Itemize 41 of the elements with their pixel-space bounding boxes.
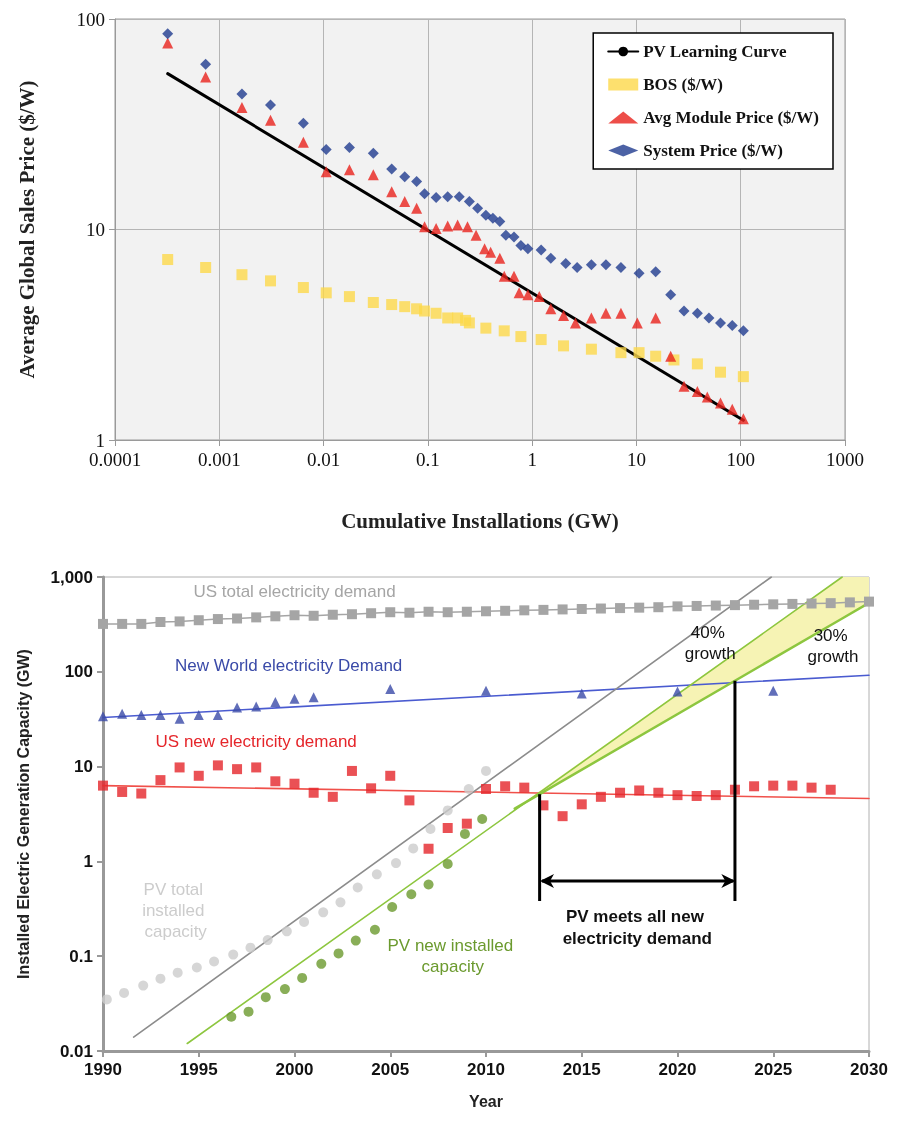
y-tick-label: 100 bbox=[76, 8, 105, 30]
x-tick-label: 2025 bbox=[754, 1060, 793, 1079]
y-tick-label: 1 bbox=[95, 429, 105, 451]
legend-label: Avg Module Price ($/W) bbox=[643, 108, 819, 127]
x-tick-label: 2030 bbox=[850, 1060, 888, 1079]
legend-label: BOS ($/W) bbox=[643, 75, 724, 94]
x-tick-label: 0.0001 bbox=[88, 449, 142, 470]
annotation: PV meets all new electricity demand bbox=[562, 906, 712, 948]
series-label: PV new installed capacity bbox=[387, 935, 518, 976]
y-tick-label: 100 bbox=[64, 662, 93, 682]
x-tick-label: 0.001 bbox=[197, 449, 241, 470]
series-label: 40% growth bbox=[684, 623, 736, 663]
y-axis-title: Installed Electric Generation Capacity (GW) bbox=[14, 649, 32, 979]
x-tick-label: 2010 bbox=[467, 1060, 505, 1079]
y-tick-label: 10 bbox=[74, 757, 93, 777]
x-axis-title: Year bbox=[469, 1092, 503, 1110]
x-tick-label: 2005 bbox=[371, 1060, 410, 1079]
x-tick-label: 1 bbox=[527, 449, 537, 470]
y-tick-label: 10 bbox=[86, 219, 105, 240]
x-tick-label: 1000 bbox=[826, 449, 864, 470]
series-label: New World electricity Demand bbox=[174, 655, 403, 675]
y-tick-label: 1 bbox=[83, 851, 93, 871]
series-label: 30% growth bbox=[807, 625, 859, 666]
y-tick-label: 0.01 bbox=[59, 1041, 93, 1061]
y-axis-title: Average Global Sales Price ($/W) bbox=[14, 80, 39, 379]
x-tick-label: 2015 bbox=[562, 1060, 601, 1079]
x-tick-label: 2020 bbox=[658, 1060, 697, 1079]
x-tick-label: 0.1 bbox=[415, 449, 440, 470]
y-tick-label: 1,000 bbox=[50, 567, 93, 587]
x-tick-label: 10 bbox=[626, 449, 646, 470]
x-tick-label: 100 bbox=[726, 449, 755, 470]
x-tick-label: 2000 bbox=[275, 1060, 314, 1079]
y-tick-label: 0.1 bbox=[69, 946, 93, 966]
legend-label: PV Learning Curve bbox=[643, 42, 787, 61]
series-label: US new electricity demand bbox=[155, 731, 357, 751]
x-tick-label: 1990 bbox=[84, 1060, 122, 1079]
x-axis-title: Cumulative Installations (GW) bbox=[341, 508, 619, 533]
series-label: US total electricity demand bbox=[193, 581, 396, 601]
legend-label: System Price ($/W) bbox=[643, 141, 783, 160]
x-tick-label: 1995 bbox=[179, 1060, 218, 1079]
x-tick-label: 0.01 bbox=[306, 449, 341, 470]
